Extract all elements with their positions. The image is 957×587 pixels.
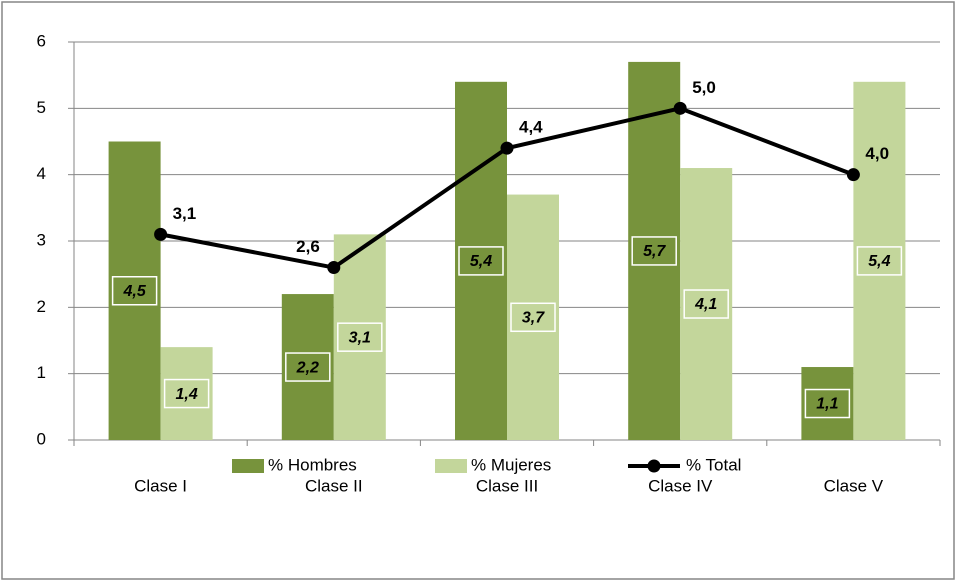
bar — [455, 81, 507, 441]
y-tick-label: 6 — [37, 31, 46, 50]
y-tick-label: 3 — [37, 230, 46, 249]
line-value-label: 4,0 — [865, 144, 889, 163]
value-label-box — [804, 388, 851, 419]
value-label: 4,1 — [694, 296, 717, 313]
value-label: 1,1 — [816, 396, 838, 413]
value-label-box — [337, 322, 383, 352]
line-point — [500, 141, 514, 155]
value-label-box — [163, 378, 210, 409]
value-label-box — [683, 289, 729, 319]
x-tick-label: Clase V — [824, 476, 884, 495]
x-tick-label: Clase II — [305, 476, 363, 495]
line-value-label: 5,0 — [692, 78, 716, 97]
x-tick-label: Clase I — [134, 476, 187, 495]
line-value-label: 2,6 — [296, 237, 320, 256]
legend-label: % Total — [686, 455, 741, 474]
value-label: 3,7 — [522, 310, 545, 327]
line-value-label: 3,1 — [173, 204, 197, 223]
y-tick-label: 1 — [37, 363, 46, 382]
line-value-label: 4,4 — [519, 118, 543, 137]
y-tick-label: 2 — [37, 297, 46, 316]
value-label-box — [510, 302, 556, 333]
value-label: 1,4 — [175, 386, 197, 403]
bar — [853, 81, 906, 441]
bar — [680, 168, 733, 441]
legend-swatch — [232, 459, 264, 473]
value-label-box — [458, 246, 504, 276]
line-point — [673, 101, 687, 115]
legend-label: % Hombres — [268, 455, 357, 474]
x-tick-label: Clase III — [476, 476, 538, 495]
x-tick-label: Clase IV — [648, 476, 713, 495]
legend-swatch — [435, 459, 467, 473]
value-label: 5,4 — [470, 253, 492, 270]
value-label-box — [631, 236, 677, 266]
value-label-box — [285, 352, 331, 382]
legend-label: % Mujeres — [471, 455, 551, 474]
bar — [507, 194, 559, 440]
bar — [108, 141, 161, 440]
value-label: 2,2 — [296, 359, 319, 376]
value-label: 4,5 — [122, 283, 146, 300]
line-point — [327, 261, 341, 275]
value-label-box — [856, 246, 903, 276]
legend-point — [647, 459, 661, 473]
bar — [281, 294, 334, 440]
value-label: 5,7 — [643, 243, 666, 260]
bar — [801, 367, 854, 440]
bar — [333, 234, 386, 440]
value-label-box — [111, 276, 158, 306]
value-label: 3,1 — [349, 329, 371, 346]
bar — [628, 61, 681, 441]
y-tick-label: 0 — [37, 429, 46, 448]
y-tick-label: 4 — [37, 164, 46, 183]
line-point — [154, 227, 168, 241]
value-label: 5,4 — [868, 253, 890, 270]
y-tick-label: 5 — [37, 98, 46, 117]
line-point — [846, 168, 860, 182]
bar — [160, 347, 213, 440]
